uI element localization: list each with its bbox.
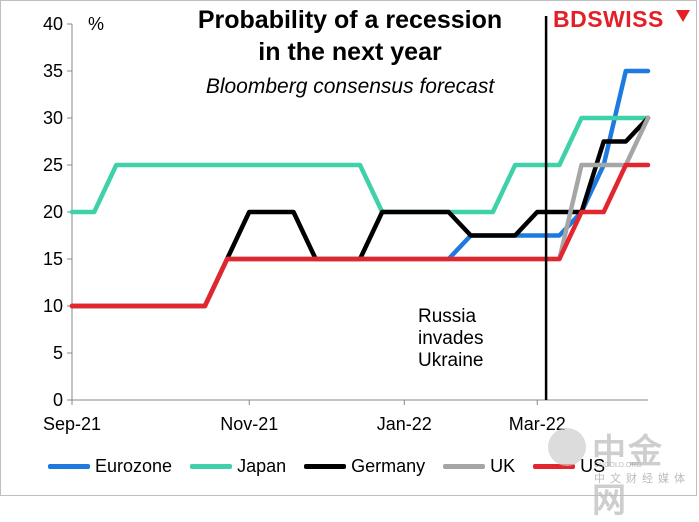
watermark-url: CNGOLD.ORG xyxy=(594,462,642,469)
x-tick-label: Mar-22 xyxy=(509,414,566,434)
legend-swatch-germany xyxy=(304,463,347,469)
legend-label-us: US xyxy=(580,455,606,476)
chart-legend: Eurozone Japan Germany UK US xyxy=(48,456,623,476)
logo-arrow-icon xyxy=(676,10,690,22)
chart-canvas: 0 5 10 15 20 25 30 35 40 % Sep-21 Nov-21 Jan-22 Mar-2… xyxy=(43,14,651,434)
y-tick-label: 25 xyxy=(43,155,63,175)
series-line-germany xyxy=(69,115,651,309)
legend-item-us: US xyxy=(533,456,605,477)
legend-swatch-us xyxy=(533,463,576,469)
y-tick-label: 35 xyxy=(43,61,63,81)
annotation-line-2: invades xyxy=(418,328,484,349)
event-annotation: Russia invades Ukraine xyxy=(418,306,484,372)
chart-frame xyxy=(0,0,697,496)
y-tick-label: 40 xyxy=(43,14,63,34)
y-tick-label: 30 xyxy=(43,108,63,128)
watermark-subtext: 中文财经媒体 xyxy=(594,473,690,485)
series-line-japan xyxy=(69,115,651,215)
y-tick-label: 20 xyxy=(43,202,63,222)
watermark: 中金网 CNGOLD.ORG 中文财经媒体 xyxy=(548,424,696,520)
y-axis-unit-label: % xyxy=(88,14,104,34)
legend-swatch-eurozone xyxy=(48,463,90,469)
legend-label-germany: Germany xyxy=(351,455,426,476)
legend-label-japan: Japan xyxy=(237,455,287,476)
legend-item-japan: Japan xyxy=(190,456,286,477)
x-tick-label: Sep-21 xyxy=(43,414,101,434)
watermark-logo-icon xyxy=(548,428,586,466)
legend-swatch-uk xyxy=(443,463,486,469)
chart-title-line-2: in the next year xyxy=(258,38,442,66)
legend-swatch-japan xyxy=(190,463,233,469)
brand-logo: BDSWISS xyxy=(553,6,664,32)
x-tick-label: Nov-21 xyxy=(220,414,278,434)
legend-item-uk: UK xyxy=(443,456,515,477)
chart-subtitle: Bloomberg consensus forecast xyxy=(205,75,495,98)
legend-label-uk: UK xyxy=(490,455,516,476)
series-line-eurozone xyxy=(69,68,651,309)
y-tick-label: 10 xyxy=(43,296,63,316)
annotation-line-3: Ukraine xyxy=(418,350,484,371)
y-tick-label: 0 xyxy=(53,390,63,410)
series-line-us xyxy=(69,162,651,309)
legend-label-eurozone: Eurozone xyxy=(95,455,173,476)
y-tick-label: 5 xyxy=(53,343,63,363)
y-tick-label: 15 xyxy=(43,249,63,269)
legend-item-germany: Germany xyxy=(304,456,425,477)
annotation-line-1: Russia xyxy=(418,306,477,327)
chart-title-line-1: Probability of a recession xyxy=(197,6,503,34)
legend-item-eurozone: Eurozone xyxy=(48,456,172,477)
x-tick-label: Jan-22 xyxy=(377,414,432,434)
